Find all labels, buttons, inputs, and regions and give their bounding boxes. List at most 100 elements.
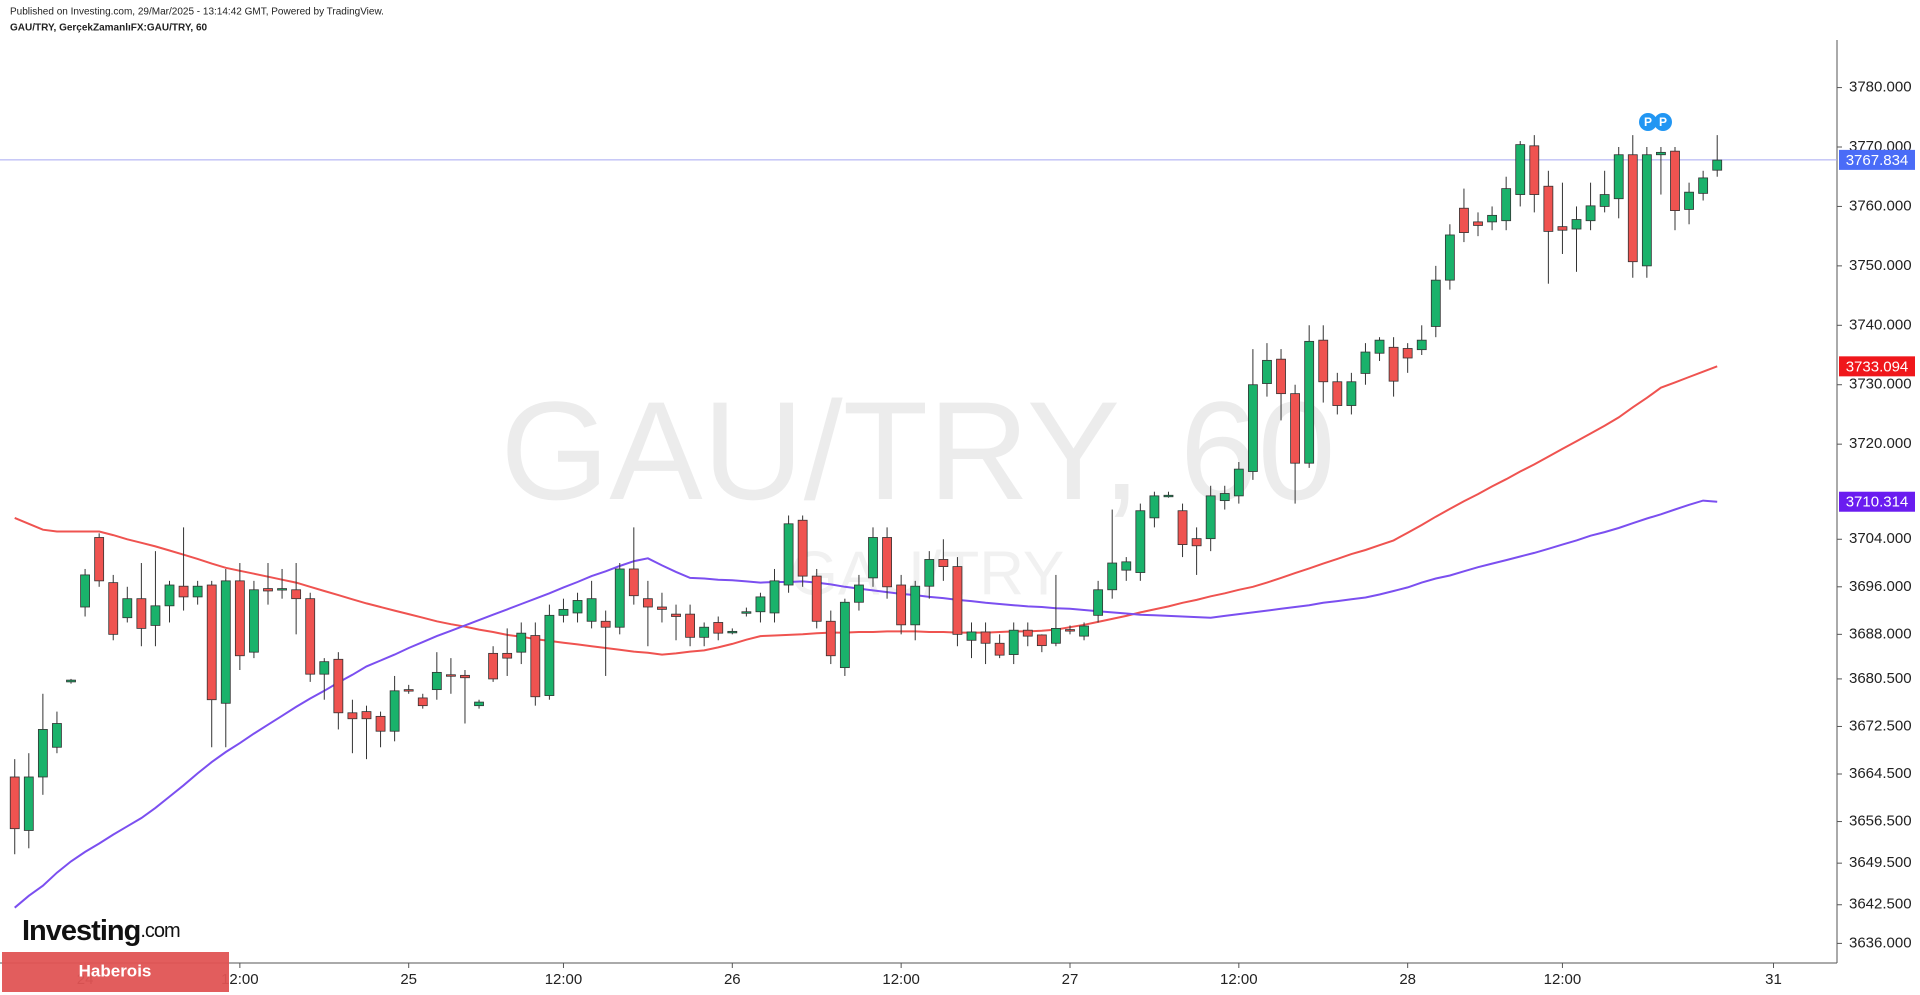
candle-body [220, 580, 231, 704]
candle-body [811, 575, 822, 622]
candle-body [544, 614, 555, 696]
candle-body [1515, 144, 1526, 195]
candle-body [1022, 629, 1033, 637]
candle-body [882, 537, 892, 588]
candle-body [263, 588, 273, 592]
candle-body [1599, 194, 1610, 207]
candle-body [37, 729, 48, 778]
event-marker-label: P [1659, 115, 1667, 129]
candle-body [1444, 234, 1455, 281]
candle-body [1304, 340, 1315, 464]
event-marker-label: P [1644, 115, 1652, 129]
footer-badge [2, 952, 229, 992]
candle-body [839, 601, 850, 669]
candle-body [488, 652, 499, 680]
y-tick-label: 3750.000 [1849, 257, 1912, 274]
candle-body [1346, 381, 1357, 406]
candle-body [1149, 495, 1160, 519]
candle-body [1008, 629, 1019, 655]
x-tick-label: 31 [1765, 971, 1782, 988]
candle-body [966, 631, 977, 641]
candle-body [699, 626, 710, 638]
x-tick-label: 12:00 [1220, 971, 1258, 988]
candle-body [1712, 159, 1723, 171]
candle-body [1698, 177, 1709, 194]
candle-body [1163, 494, 1174, 498]
y-tick-label: 3720.000 [1849, 435, 1912, 452]
candle-body [108, 582, 119, 635]
brand-name: Investing [22, 915, 140, 947]
y-tick-label: 3760.000 [1849, 197, 1912, 214]
candle-body [136, 598, 147, 629]
candle-body [558, 608, 569, 616]
candle-body [1487, 214, 1497, 223]
candle-body [797, 519, 808, 577]
candle-body [178, 585, 189, 598]
candle-body [628, 568, 639, 597]
candle-body [713, 622, 724, 634]
candle-body [23, 776, 34, 831]
footer-badge-label: Haberois [79, 961, 152, 980]
candle-body [1402, 348, 1413, 359]
candle-body [1430, 279, 1441, 327]
candle-body [403, 689, 414, 692]
candle-body [1684, 191, 1694, 210]
candle-body [980, 631, 991, 644]
candle-body [1276, 358, 1286, 395]
candle-body [572, 600, 583, 614]
x-tick-label: 12:00 [882, 971, 920, 988]
x-tick-label: 28 [1399, 971, 1416, 988]
candle-body [769, 580, 780, 614]
x-tick-label: 12:00 [1544, 971, 1582, 988]
x-tick-label: 26 [724, 971, 741, 988]
symbol-title: GAU/TRY, GerçekZamanlıFX:GAU/TRY, 60 [10, 23, 208, 34]
candle-body [994, 642, 1005, 656]
moving-average-line [14, 365, 1718, 656]
candle-body [9, 776, 20, 830]
candle-body [1557, 226, 1568, 231]
candle-body [333, 658, 344, 714]
candle-body [122, 598, 133, 619]
event-marker [1639, 113, 1657, 131]
y-tick-label: 3688.000 [1849, 625, 1912, 642]
candle-body [94, 537, 105, 582]
price-badge [1839, 149, 1915, 170]
candle-body [1374, 339, 1385, 354]
candle-body [868, 537, 878, 579]
candle-body [1177, 510, 1188, 546]
candle-body [1473, 221, 1483, 226]
candle-body [1641, 154, 1652, 267]
candle-body [502, 652, 513, 659]
brand-logo: Investing.com [22, 915, 180, 947]
candle-body [319, 661, 330, 675]
candle-body [530, 635, 541, 698]
candle-body [1388, 346, 1399, 382]
candle-body [755, 596, 766, 613]
candle-body [1121, 561, 1132, 571]
candle-body [1093, 589, 1104, 616]
candle-body [910, 585, 921, 626]
candle-body [1107, 562, 1118, 591]
candle-body [614, 568, 625, 628]
candle-body [1051, 628, 1061, 644]
candle-body [1036, 634, 1047, 647]
candle-body [206, 584, 217, 701]
price-badge-label: 3733.094 [1846, 358, 1909, 375]
candle-body [1233, 468, 1244, 497]
candle-body [924, 559, 935, 587]
candle-body [1247, 384, 1258, 472]
event-marker [1654, 113, 1672, 131]
candle-body [1627, 154, 1638, 263]
candle-body [1543, 185, 1554, 232]
candle-body [375, 715, 386, 732]
candle-body [1571, 219, 1582, 230]
candle-body [657, 606, 667, 610]
candle-body [854, 584, 864, 603]
candle-body [741, 611, 752, 614]
candle-body [600, 620, 611, 628]
candle-body [1065, 629, 1075, 632]
candle-body [277, 588, 287, 591]
candle-body [52, 723, 62, 748]
